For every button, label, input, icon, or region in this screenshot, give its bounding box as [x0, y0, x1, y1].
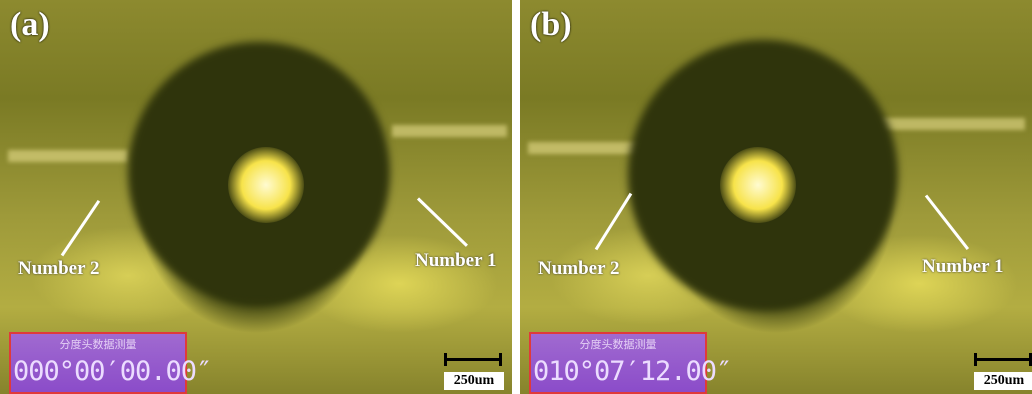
fiber-reflection-left	[528, 142, 653, 154]
readout-value: 010°07′12.00″	[533, 356, 732, 387]
callout-line-number-2	[60, 199, 101, 257]
label-number-1: Number 1	[922, 256, 1004, 277]
callout-line-number-1	[416, 197, 468, 247]
scale-label: 250um	[974, 372, 1032, 390]
fiber-reflection-right	[392, 125, 507, 137]
label-number-2: Number 2	[18, 258, 100, 279]
readout-value: 000°00′00.00″	[13, 356, 212, 387]
scale-bar-line	[974, 353, 1032, 366]
angle-readout-display: 分度头数据测量 000°00′00.00″	[9, 332, 212, 394]
readout-title: 分度头数据测量	[579, 338, 657, 351]
callout-line-number-1	[924, 194, 970, 251]
panel-letter: (a)	[10, 6, 50, 43]
scale-label: 250um	[444, 372, 504, 390]
readout-title: 分度头数据测量	[59, 338, 137, 351]
callout-line-number-2	[594, 192, 633, 251]
fiber-reflection-right	[880, 118, 1025, 130]
micrograph-panel-b: (b) Number 2 Number 1 分度头数据测量 010°07′12.…	[520, 0, 1032, 394]
label-number-2: Number 2	[538, 258, 620, 279]
fiber-reflection-left	[8, 150, 128, 162]
bright-light-spot	[228, 147, 304, 223]
scale-bar-line	[444, 353, 502, 366]
bright-light-spot	[720, 147, 796, 223]
label-number-1: Number 1	[415, 250, 497, 271]
angle-readout-display: 分度头数据测量 010°07′12.00″	[529, 332, 732, 394]
panel-letter: (b)	[530, 6, 572, 43]
micrograph-panel-a: (a) Number 2 Number 1 分度头数据测量 000°00′00.…	[0, 0, 512, 394]
